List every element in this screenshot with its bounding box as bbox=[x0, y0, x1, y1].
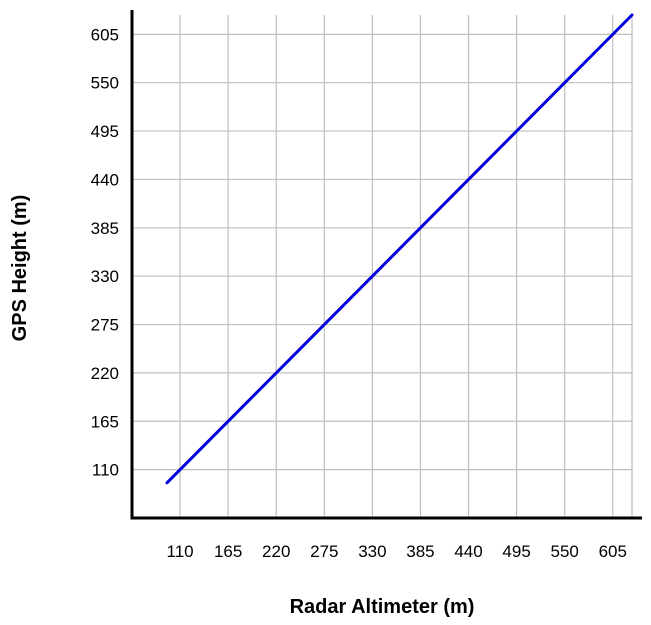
y-tick-label: 330 bbox=[91, 267, 119, 286]
plot-area bbox=[165, 13, 634, 485]
tick-labels: 110 165 220 275 330 385 440 495 550 605 110 165 220 2… bbox=[91, 25, 627, 561]
series-line-0 bbox=[165, 13, 634, 485]
y-tick-label: 440 bbox=[91, 170, 119, 189]
x-tick-label: 275 bbox=[310, 542, 338, 561]
y-tick-label: 385 bbox=[91, 219, 119, 238]
x-tick-label: 605 bbox=[599, 542, 627, 561]
y-tick-label: 110 bbox=[92, 461, 119, 480]
x-tick-label: 550 bbox=[551, 542, 579, 561]
y-tick-label: 550 bbox=[91, 74, 119, 93]
x-tick-label: 165 bbox=[214, 542, 242, 561]
x-tick-label: 330 bbox=[358, 542, 386, 561]
axes bbox=[130, 10, 642, 520]
y-tick-label: 220 bbox=[91, 364, 119, 383]
y-tick-label: 605 bbox=[91, 25, 119, 44]
y-tick-label: 165 bbox=[91, 412, 119, 431]
y-tick-label: 275 bbox=[91, 316, 119, 335]
y-tick-label: 495 bbox=[91, 122, 119, 141]
x-axis-title: Radar Altimeter (m) bbox=[290, 596, 475, 618]
x-tick-label: 110 bbox=[167, 542, 194, 561]
y-axis-title: GPS Height (m) bbox=[9, 195, 31, 342]
x-tick-label: 220 bbox=[262, 542, 290, 561]
x-tick-label: 495 bbox=[502, 542, 530, 561]
grid bbox=[132, 15, 633, 518]
x-tick-label: 385 bbox=[406, 542, 434, 561]
x-tick-label: 440 bbox=[454, 542, 482, 561]
